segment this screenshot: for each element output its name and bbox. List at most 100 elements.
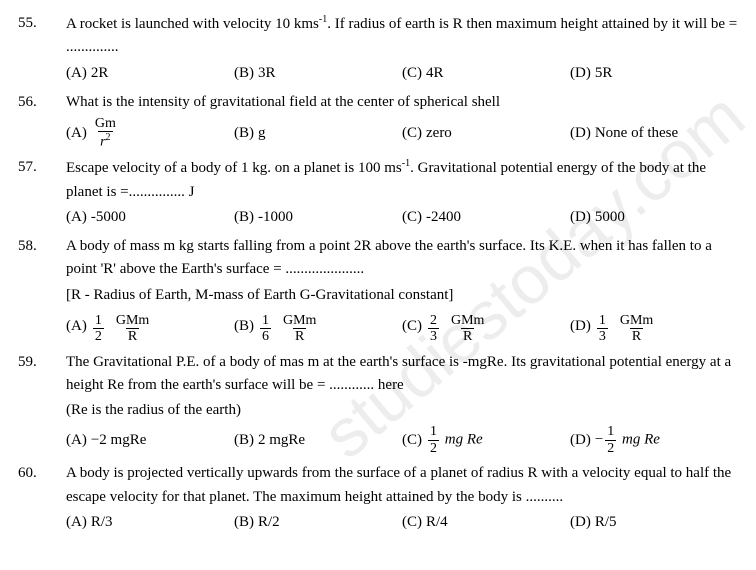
option-value: 23 GMmR [426, 309, 488, 345]
option-value: 12 mg Re [426, 424, 483, 456]
question-text: What is the intensity of gravitational f… [66, 91, 738, 114]
option: (A)R/3 [66, 511, 234, 534]
question-text: A rocket is launched with velocity 10 km… [66, 12, 738, 60]
option: (C)12 mg Re [402, 424, 570, 456]
option-label: (D) [570, 315, 591, 338]
option: (D)None of these [570, 116, 738, 150]
question-note: (Re is the radius of the earth) [66, 399, 738, 422]
question: 57.Escape velocity of a body of 1 kg. on… [18, 156, 738, 229]
option-label: (C) [402, 206, 422, 229]
option-label: (A) [66, 122, 87, 145]
option: (A)-5000 [66, 206, 234, 229]
question-body: A body of mass m kg starts falling from … [66, 235, 738, 345]
option-value: R/5 [595, 511, 617, 534]
option: (A)−2 mgRe [66, 424, 234, 456]
options-row: (A)2R(B)3R(C)4R(D)5R [66, 62, 738, 85]
option: (A)2R [66, 62, 234, 85]
option-label: (C) [402, 62, 422, 85]
question-body: A rocket is launched with velocity 10 km… [66, 12, 738, 85]
option-value: R/3 [91, 511, 113, 534]
options-row: (A)-5000(B)-1000(C)-2400(D)5000 [66, 206, 738, 229]
option-value: 12 GMmR [91, 309, 153, 345]
fraction: GMmR [281, 313, 318, 345]
option-label: (D) [570, 206, 591, 229]
fraction: 13 [597, 313, 608, 345]
option-value: 5000 [595, 206, 625, 229]
option: (C)R/4 [402, 511, 570, 534]
question-text: Escape velocity of a body of 1 kg. on a … [66, 156, 738, 204]
option-value: -2400 [426, 206, 461, 229]
option: (D)−12 mg Re [570, 424, 738, 456]
question-body: What is the intensity of gravitational f… [66, 91, 738, 151]
option-value: 2R [91, 62, 109, 85]
question: 60. A body is projected vertically upwar… [18, 462, 738, 534]
options-row: (A)Gmr2(B)g(C)zero(D)None of these [66, 116, 738, 150]
options-row: (A)−2 mgRe(B)2 mgRe(C)12 mg Re(D)−12 mg … [66, 424, 738, 456]
question: 58.A body of mass m kg starts falling fr… [18, 235, 738, 345]
question: 55.A rocket is launched with velocity 10… [18, 12, 738, 85]
option-value: −12 mg Re [595, 424, 660, 456]
option-value: R/4 [426, 511, 448, 534]
options-row: (A)12GMmR(B)16GMmR(C)23GMmR(D)13GMmR [66, 309, 738, 345]
option: (D)R/5 [570, 511, 738, 534]
question-number: 58. [18, 235, 66, 345]
option-label: (B) [234, 511, 254, 534]
option-value: g [258, 122, 266, 145]
question-text: A body of mass m kg starts falling from … [66, 235, 738, 282]
question-number: 57. [18, 156, 66, 229]
fraction: GMmR [449, 313, 486, 345]
option: (B)2 mgRe [234, 424, 402, 456]
question: 59.The Gravitational P.E. of a body of m… [18, 351, 738, 457]
fraction: GMmR [114, 313, 151, 345]
fraction: 12 [93, 313, 104, 345]
option-label: (B) [234, 315, 254, 338]
option-label: (B) [234, 206, 254, 229]
option-value: 2 mgRe [258, 429, 305, 452]
option-value: 5R [595, 62, 613, 85]
option: (C) 23 GMmR [402, 309, 570, 345]
option: (B)g [234, 116, 402, 150]
option-label: (C) [402, 315, 422, 338]
option-label: (D) [570, 62, 591, 85]
option-label: (A) [66, 62, 87, 85]
option-value: -5000 [91, 206, 126, 229]
option-label: (D) [570, 429, 591, 452]
option-label: (C) [402, 122, 422, 145]
option: (C)-2400 [402, 206, 570, 229]
option-value: 3R [258, 62, 276, 85]
option-label: (C) [402, 429, 422, 452]
option-label: (D) [570, 122, 591, 145]
option-label: (A) [66, 511, 87, 534]
option: (D)5R [570, 62, 738, 85]
option: (A)12GMmR [66, 309, 234, 345]
option-value: 16 GMmR [258, 309, 320, 345]
option-value: R/2 [258, 511, 280, 534]
question-body: Escape velocity of a body of 1 kg. on a … [66, 156, 738, 229]
option-value: -1000 [258, 206, 293, 229]
option-label: (D) [570, 511, 591, 534]
fraction: 16 [260, 313, 271, 345]
question-text: A body is projected vertically upwards f… [66, 462, 738, 509]
option: (B)-1000 [234, 206, 402, 229]
option-value: zero [426, 122, 452, 145]
question-number: 56. [18, 91, 66, 151]
question-text: The Gravitational P.E. of a body of mas … [66, 351, 738, 398]
option-label: (A) [66, 206, 87, 229]
option: (C)4R [402, 62, 570, 85]
option-value: Gmr2 [91, 116, 120, 150]
option-value: None of these [595, 122, 678, 145]
fraction: 12 [605, 424, 616, 456]
options-row: (A)R/3(B)R/2(C)R/4(D)R/5 [66, 511, 738, 534]
option: (C)zero [402, 116, 570, 150]
question-body: The Gravitational P.E. of a body of mas … [66, 351, 738, 457]
option: (B)3R [234, 62, 402, 85]
option: (D)5000 [570, 206, 738, 229]
option: (B)R/2 [234, 511, 402, 534]
question-number: 60. [18, 462, 66, 534]
question-number: 59. [18, 351, 66, 457]
option-label: (B) [234, 429, 254, 452]
fraction: 23 [428, 313, 439, 345]
option: (D)13GMmR [570, 309, 738, 345]
option-label: (B) [234, 62, 254, 85]
option-label: (C) [402, 511, 422, 534]
